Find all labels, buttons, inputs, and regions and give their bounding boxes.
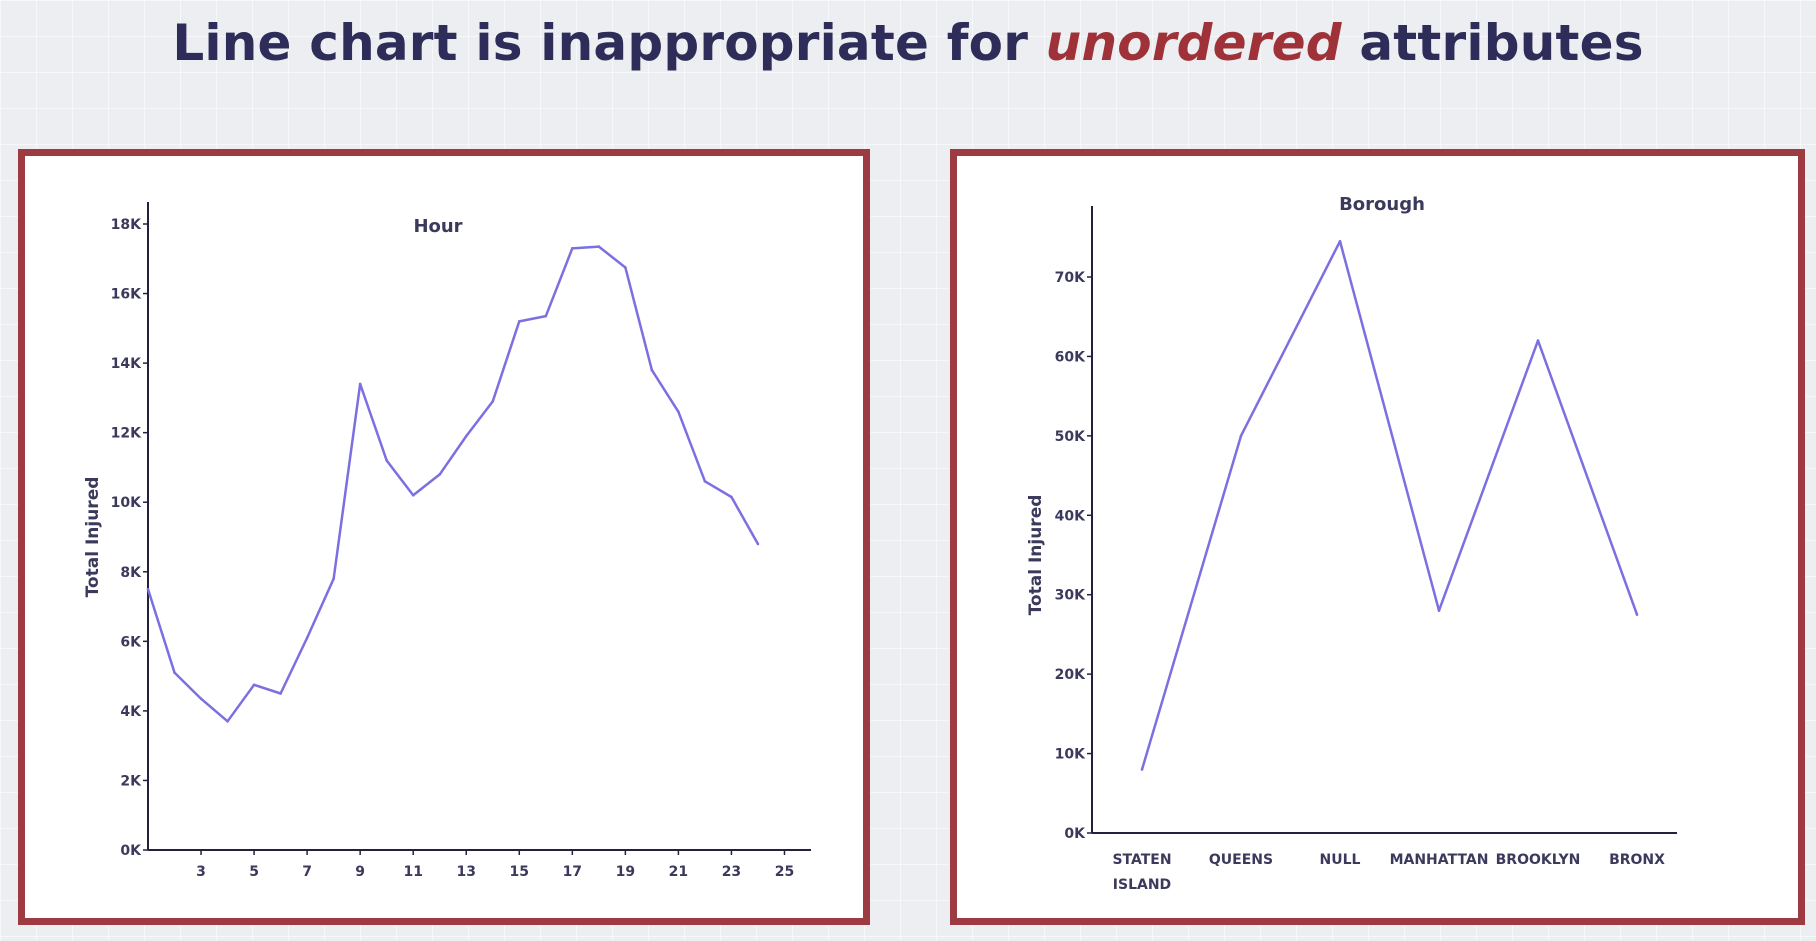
y-tick-label: 20K — [1055, 667, 1086, 683]
data-point — [438, 473, 442, 476]
data-point — [173, 671, 176, 674]
x-tick-label: 11 — [403, 864, 422, 880]
y-axis-label: Total Injured — [83, 477, 103, 598]
y-tick-label: 4K — [120, 704, 142, 720]
y-tick-label: 0K — [1064, 826, 1086, 842]
y-tick-label: 30K — [1055, 588, 1086, 604]
y-tick-label: 8K — [120, 565, 142, 581]
x-category-label: ISLAND — [1113, 877, 1171, 893]
title-part3: attributes — [1359, 14, 1644, 72]
y-axis-label: Total Injured — [1026, 495, 1046, 616]
y-tick-label: 0K — [120, 843, 142, 859]
borough-chart-panel: Borough 0K 10K 20K 30K 40K 50K 60K 70K STATEN ISLA… — [950, 149, 1805, 925]
data-point — [730, 495, 733, 499]
chart-title: Borough — [1339, 194, 1425, 215]
data-point — [571, 247, 574, 250]
y-tick-label: 18K — [111, 217, 142, 233]
y-tick-label: 60K — [1055, 349, 1086, 365]
data-point — [517, 320, 521, 323]
data-point — [385, 459, 388, 462]
data-point — [411, 493, 415, 497]
x-category-label: STATEN — [1112, 852, 1171, 868]
data-point — [491, 400, 495, 403]
hour-line-chart: Hour 0K 2K 4K 6K 8K 10K 12K 14K 16K 18K 3 5 7 9 11 13 15 1… — [83, 202, 811, 880]
data-point — [677, 410, 680, 414]
data-point — [1140, 768, 1144, 771]
data-point — [650, 368, 654, 372]
data-point — [756, 542, 760, 546]
data-point — [1437, 609, 1441, 612]
data-point — [279, 692, 282, 695]
x-tick-label: 25 — [775, 864, 794, 880]
slide-title: Line chart is inappropriate for unordere… — [0, 14, 1816, 72]
title-part1: Line chart — [172, 14, 458, 72]
x-tick-label: 19 — [616, 864, 635, 880]
chart-title: Hour — [413, 216, 462, 237]
x-tick-label: 3 — [196, 864, 206, 880]
y-tick-label: 70K — [1055, 270, 1086, 286]
y-tick-label: 12K — [111, 426, 142, 442]
y-tick-label: 2K — [120, 773, 142, 789]
y-tick-label: 6K — [120, 634, 142, 650]
title-accent: unordered — [1045, 14, 1342, 72]
data-point — [1338, 239, 1342, 243]
x-category-label: QUEENS — [1209, 852, 1273, 868]
data-point — [1239, 434, 1243, 438]
data-point — [1635, 613, 1639, 616]
x-category-label: NULL — [1320, 852, 1361, 868]
x-tick-label: 5 — [249, 864, 259, 880]
y-tick-label: 10K — [111, 495, 142, 511]
data-point — [624, 266, 627, 269]
x-tick-label: 21 — [669, 864, 688, 880]
x-category-label: BROOKLYN — [1496, 852, 1581, 868]
hour-series-line — [146, 245, 760, 723]
borough-line-chart: Borough 0K 10K 20K 30K 40K 50K 60K 70K STATEN ISLA… — [1026, 194, 1677, 893]
data-point — [305, 636, 309, 640]
y-tick-label: 50K — [1055, 429, 1086, 445]
borough-series-line — [1140, 240, 1639, 770]
data-point — [464, 434, 468, 438]
data-point — [358, 382, 362, 386]
data-point — [1536, 339, 1540, 342]
data-point — [332, 577, 335, 581]
x-tick-label: 23 — [722, 864, 741, 880]
data-point — [597, 245, 601, 248]
x-tick-label: 9 — [355, 864, 365, 880]
x-tick-label: 17 — [563, 864, 582, 880]
y-tick-label: 10K — [1055, 747, 1086, 763]
x-category-label: MANHATTAN — [1390, 852, 1489, 868]
x-tick-label: 15 — [510, 864, 529, 880]
x-tick-label: 13 — [456, 864, 475, 880]
data-point — [226, 720, 229, 723]
x-category-label: BRONX — [1609, 852, 1665, 868]
title-part2: is inappropriate for — [475, 14, 1029, 72]
data-point — [199, 697, 203, 701]
hour-chart-panel: Hour 0K 2K 4K 6K 8K 10K 12K 14K 16K 18K 3 5 7 9 11 13 15 1… — [18, 149, 870, 925]
y-tick-label: 14K — [111, 356, 142, 372]
y-tick-label: 40K — [1055, 508, 1086, 524]
y-tick-label: 16K — [111, 287, 142, 303]
data-point — [146, 587, 150, 591]
data-point — [544, 314, 548, 318]
data-point — [703, 480, 707, 483]
data-point — [252, 683, 256, 687]
x-tick-label: 7 — [302, 864, 312, 880]
